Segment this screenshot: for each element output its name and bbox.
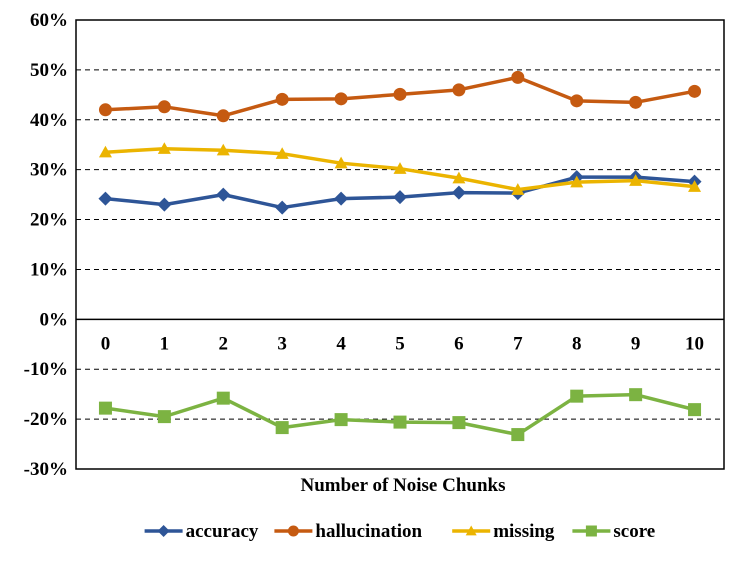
x-tick-label: 10 bbox=[685, 333, 704, 354]
data-point-missing bbox=[570, 175, 584, 188]
legend-label: score bbox=[613, 521, 655, 542]
data-point-missing bbox=[511, 183, 525, 195]
data-point-score bbox=[452, 416, 466, 430]
y-tick-label: -30% bbox=[24, 459, 68, 480]
legend-marker bbox=[465, 525, 477, 536]
x-tick-label: 6 bbox=[454, 333, 464, 354]
data-point-hallucination bbox=[511, 70, 525, 84]
data-point-score bbox=[688, 403, 702, 417]
legend: accuracy hallucination missing score bbox=[144, 521, 655, 542]
data-point-score bbox=[393, 415, 407, 429]
y-tick-label: -20% bbox=[24, 409, 68, 430]
data-point-accuracy bbox=[275, 200, 290, 215]
data-point-accuracy bbox=[157, 197, 172, 212]
legend-label: missing bbox=[493, 521, 555, 542]
data-point-score bbox=[629, 388, 643, 402]
data-point-hallucination bbox=[334, 92, 348, 106]
x-tick-label: 8 bbox=[572, 333, 582, 354]
series-score bbox=[98, 388, 702, 442]
series-group bbox=[98, 70, 702, 442]
series-accuracy bbox=[98, 170, 702, 215]
data-point-accuracy bbox=[451, 185, 466, 200]
data-point-missing bbox=[275, 147, 289, 159]
data-point-score bbox=[157, 410, 171, 424]
data-point-hallucination bbox=[688, 84, 702, 98]
data-point-score bbox=[511, 428, 525, 442]
x-tick-label: 4 bbox=[336, 333, 346, 354]
legend-item-accuracy: accuracy bbox=[144, 521, 259, 542]
x-axis-ticks: 0 1 2 3 4 5 6 7 8 9 10 bbox=[101, 333, 704, 354]
legend-item-hallucination: hallucination bbox=[274, 521, 422, 542]
data-point-hallucination bbox=[275, 92, 289, 106]
legend-marker bbox=[287, 525, 299, 537]
data-point-score bbox=[275, 421, 289, 435]
data-point-missing bbox=[98, 145, 112, 158]
data-point-missing bbox=[452, 171, 466, 184]
data-point-hallucination bbox=[570, 94, 584, 108]
data-point-missing bbox=[334, 156, 348, 169]
data-point-missing bbox=[629, 174, 643, 186]
data-point-hallucination bbox=[629, 95, 643, 109]
data-point-missing bbox=[157, 142, 171, 154]
legend-label: hallucination bbox=[315, 521, 422, 542]
legend-label: accuracy bbox=[186, 521, 259, 542]
y-axis-ticks: 60% 50% 40% 30% 20% 10% 0% -10% -20% -30% bbox=[24, 10, 68, 480]
y-tick-label: 50% bbox=[30, 60, 68, 81]
data-point-hallucination bbox=[216, 109, 230, 123]
legend-item-score: score bbox=[572, 521, 655, 542]
x-tick-label: 7 bbox=[513, 333, 523, 354]
data-point-accuracy bbox=[216, 187, 231, 202]
x-tick-label: 2 bbox=[219, 333, 229, 354]
y-tick-label: 30% bbox=[30, 160, 68, 181]
data-point-hallucination bbox=[157, 100, 171, 114]
data-point-score bbox=[570, 389, 584, 403]
data-point-missing bbox=[688, 180, 702, 192]
x-tick-label: 3 bbox=[277, 333, 287, 354]
plot-area-border bbox=[75, 19, 725, 470]
legend-marker bbox=[585, 525, 597, 537]
data-point-hallucination bbox=[393, 87, 407, 101]
y-tick-label: 60% bbox=[30, 10, 68, 31]
x-axis-label: Number of Noise Chunks bbox=[301, 475, 506, 496]
legend-item-missing: missing bbox=[452, 521, 555, 542]
data-point-hallucination bbox=[452, 83, 466, 97]
data-point-score bbox=[216, 391, 230, 405]
x-tick-label: 9 bbox=[631, 333, 641, 354]
x-tick-label: 5 bbox=[395, 333, 405, 354]
data-point-accuracy bbox=[393, 190, 407, 205]
series-missing bbox=[98, 142, 702, 195]
y-tick-label: 40% bbox=[30, 110, 68, 131]
x-tick-label: 1 bbox=[160, 333, 170, 354]
data-point-missing bbox=[216, 143, 230, 156]
data-point-accuracy bbox=[98, 191, 113, 206]
y-tick-label: 10% bbox=[30, 259, 68, 280]
data-point-missing bbox=[393, 162, 407, 174]
legend-marker bbox=[157, 525, 170, 537]
series-hallucination bbox=[98, 70, 702, 123]
data-point-hallucination bbox=[98, 103, 112, 117]
gridlines bbox=[76, 69, 724, 420]
data-point-accuracy bbox=[334, 191, 349, 206]
y-tick-label: -10% bbox=[24, 359, 68, 380]
data-point-score bbox=[334, 413, 348, 427]
y-tick-label: 20% bbox=[30, 210, 68, 231]
y-tick-label: 0% bbox=[40, 309, 69, 330]
x-tick-label: 0 bbox=[101, 333, 111, 354]
data-point-score bbox=[98, 401, 112, 415]
